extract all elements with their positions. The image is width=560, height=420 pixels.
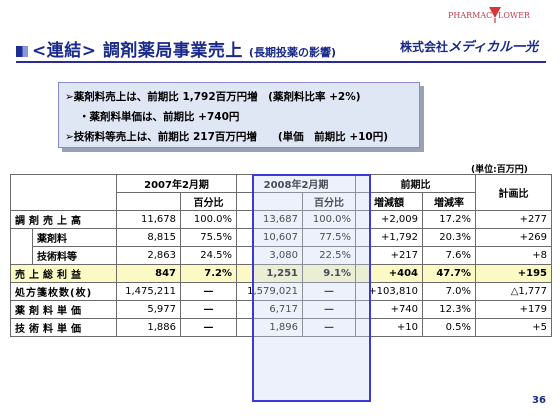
company-name: 株式会社メディカル一光 [400, 36, 538, 55]
cell-v2007: 5,977 [116, 300, 181, 319]
cell-v2008: 1,579,021 [236, 282, 304, 301]
cell-plan: +179 [475, 300, 553, 319]
cell-v2008: 1,896 [236, 318, 304, 337]
cell-plan: +8 [475, 246, 553, 265]
cell-diff: +217 [355, 246, 424, 265]
table-row: 薬剤料 8,815 75.5% 10,607 77.5% +1,792 20.3… [10, 228, 553, 265]
cell-rate: 7.0% [422, 282, 477, 301]
company-prefix: 株式会社 [400, 40, 449, 54]
cell-p2007: 100.0% [179, 210, 238, 229]
header-blank-2008 [236, 192, 304, 211]
header-blank-2007 [116, 192, 181, 211]
table-row: 技術料等 2,863 24.5% 3,080 22.5% +217 7.6% +… [11, 246, 553, 265]
table-row: 処方箋枚数(枚) 1,475,211 — 1,579,021 — +103,81… [10, 282, 553, 301]
flower-icon [489, 7, 501, 23]
row-label: 売上総利益 [10, 264, 117, 283]
summary-line-1: ➢薬剤料売上は、前期比 1,792百万円増 (薬剤料比率 +2%) [65, 91, 361, 103]
cell-p2008: 77.5% [302, 228, 357, 247]
cell-p2008: 22.5% [302, 246, 357, 265]
header-2008: 2008年2月期 [236, 174, 357, 193]
cell-p2007: — [179, 282, 238, 301]
header-2007: 2007年2月期 [115, 174, 238, 193]
header-pct-2008: 百分比 [302, 192, 357, 211]
cell-v2008: 13,687 [236, 210, 304, 229]
cell-v2008: 6,717 [236, 300, 304, 319]
cell-diff: +2,009 [355, 210, 424, 229]
title-bullet-icon [16, 46, 28, 57]
cell-diff: +10 [355, 318, 424, 337]
header-change-rate: 増減率 [422, 192, 477, 211]
cell-rate: 20.3% [422, 228, 477, 247]
cell-p2007: 24.5% [179, 246, 238, 265]
header-plan: 計画比 [475, 174, 553, 211]
summary-line-2: ・薬剤料単価は、前期比 +740円 [79, 111, 240, 123]
cell-rate: 47.7% [422, 264, 477, 283]
logo-text-top: PHARMAC [448, 11, 493, 20]
summary-line-3: ➢技術料等売上は、前期比 217百万円増 (単価 前期比 +10円) [65, 131, 389, 143]
cell-diff: +103,810 [355, 282, 424, 301]
cell-plan: +195 [475, 264, 553, 283]
row-label: 薬剤料 [32, 228, 117, 247]
header-corner [10, 174, 117, 211]
header-pct-2007: 百分比 [179, 192, 238, 211]
company-brand: メディカル一光 [448, 40, 539, 55]
cell-p2007: 7.2% [179, 264, 238, 283]
summary-box: ➢薬剤料売上は、前期比 1,792百万円増 (薬剤料比率 +2%) ・薬剤料単価… [58, 82, 420, 148]
cell-plan: △1,777 [475, 282, 553, 301]
row-label: 薬剤料単価 [10, 300, 117, 319]
header-yoy: 前期比 [355, 174, 477, 193]
page-subtitle: (長期投薬の影響) [248, 46, 336, 59]
cell-rate: 0.5% [422, 318, 477, 337]
table-row: 技術料単価 1,886 — 1,896 — +10 0.5% +5 [10, 318, 553, 337]
cell-v2008: 1,251 [236, 264, 304, 283]
cell-plan: +269 [475, 228, 553, 247]
cell-plan: +277 [475, 210, 553, 229]
row-label: 技術料等 [32, 246, 117, 265]
row-label: 調剤売上高 [10, 210, 117, 229]
title-divider [16, 61, 546, 63]
cell-p2008: — [302, 300, 357, 319]
header-change-amount: 増減額 [355, 192, 424, 211]
page-number: 36 [532, 395, 546, 406]
cell-v2007: 1,886 [116, 318, 181, 337]
cell-p2008: — [302, 282, 357, 301]
cell-p2008: 9.1% [302, 264, 357, 283]
sales-table: 2007年2月期 2008年2月期 前期比 計画比 百分比 百分比 増減額 増減… [10, 174, 553, 337]
logo-text-flower: LOWER [498, 11, 530, 20]
cell-v2007: 2,863 [116, 246, 181, 265]
table-row-gross-profit: 売上総利益 847 7.2% 1,251 9.1% +404 47.7% +19… [10, 264, 553, 283]
cell-rate: 7.6% [422, 246, 477, 265]
cell-diff: +1,792 [355, 228, 424, 247]
cell-rate: 17.2% [422, 210, 477, 229]
cell-p2007: — [179, 318, 238, 337]
page-title: <連結> 調剤薬局事業売上 [32, 41, 243, 61]
cell-v2007: 1,475,211 [116, 282, 181, 301]
cell-v2007: 8,815 [116, 228, 181, 247]
unit-label: (単位:百万円) [471, 165, 528, 175]
cell-p2007: 75.5% [179, 228, 238, 247]
row-label: 技術料単価 [10, 318, 117, 337]
cell-plan: +5 [475, 318, 553, 337]
pharmac-flower-logo: PHARMAC LOWER [448, 4, 554, 38]
cell-v2007: 847 [116, 264, 181, 283]
cell-diff: +404 [355, 264, 424, 283]
table-row: 薬剤料単価 5,977 — 6,717 — +740 12.3% +179 [10, 300, 553, 319]
table-row: 調剤売上高 11,678 100.0% 13,687 100.0% +2,009… [10, 210, 553, 229]
cell-p2008: 100.0% [302, 210, 357, 229]
cell-diff: +740 [355, 300, 424, 319]
cell-v2007: 11,678 [116, 210, 181, 229]
header-row-1: 2007年2月期 2008年2月期 前期比 計画比 [10, 174, 553, 211]
cell-p2007: — [179, 300, 238, 319]
cell-v2008: 10,607 [236, 228, 304, 247]
indent-cell [10, 228, 33, 265]
cell-rate: 12.3% [422, 300, 477, 319]
row-label: 処方箋枚数(枚) [10, 282, 117, 301]
page-title-bar: <連結> 調剤薬局事業売上 (長期投薬の影響) [16, 36, 336, 61]
cell-p2008: — [302, 318, 357, 337]
cell-v2008: 3,080 [236, 246, 304, 265]
